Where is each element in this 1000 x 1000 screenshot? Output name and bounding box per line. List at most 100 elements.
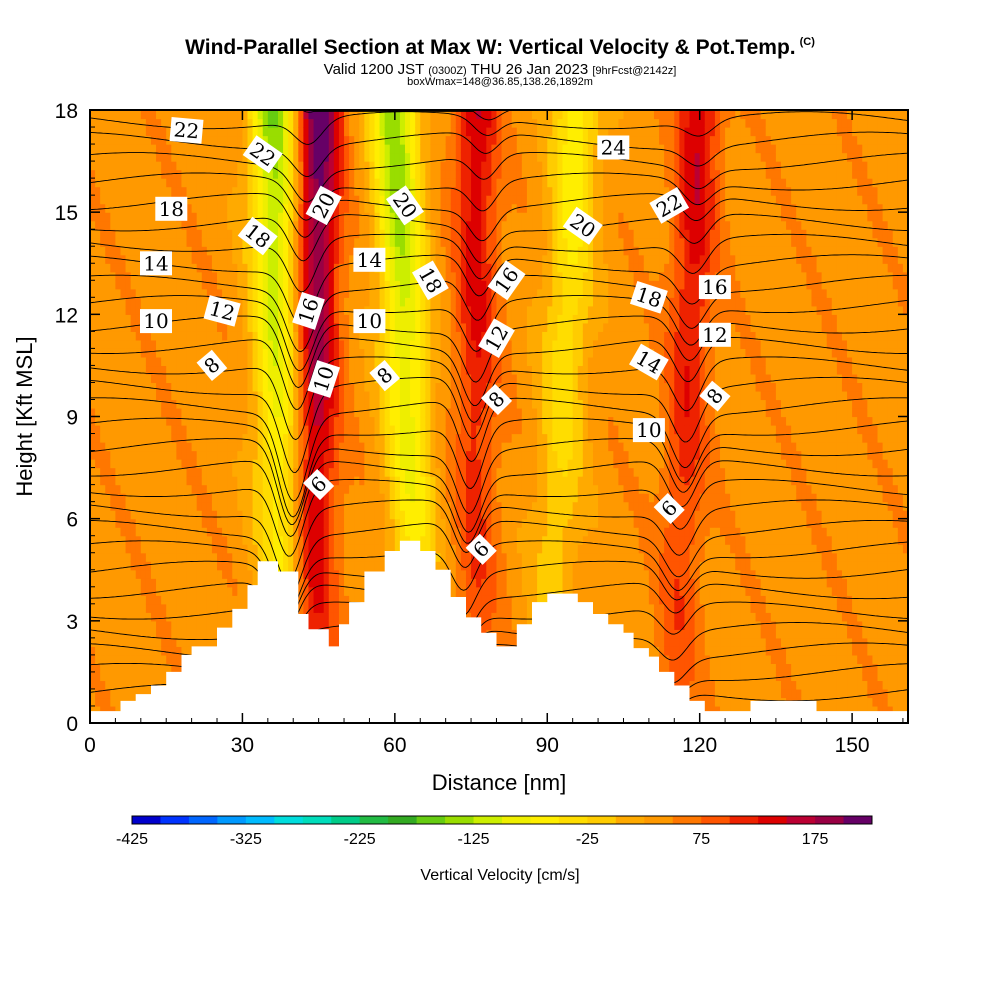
- velocity-cell: [354, 237, 360, 247]
- velocity-cell: [171, 595, 177, 605]
- velocity-cell: [90, 697, 96, 707]
- velocity-cell: [267, 416, 274, 426]
- velocity-cell: [333, 110, 340, 120]
- velocity-cell: [105, 280, 111, 290]
- velocity-cell: [252, 569, 259, 579]
- velocity-cell: [313, 246, 320, 256]
- velocity-cell: [247, 280, 254, 290]
- velocity-cell: [328, 527, 335, 537]
- velocity-cell: [201, 280, 208, 290]
- velocity-cell: [201, 297, 208, 307]
- velocity-cell: [105, 237, 111, 247]
- velocity-cell: [130, 688, 137, 699]
- velocity-cell: [211, 152, 218, 162]
- velocity-cell: [150, 535, 157, 545]
- velocity-cell: [354, 501, 360, 511]
- velocity-cell: [130, 654, 137, 664]
- velocity-cell: [430, 237, 437, 247]
- velocity-cell: [303, 263, 310, 273]
- velocity-cell: [176, 467, 183, 477]
- velocity-cell: [399, 246, 406, 256]
- velocity-cell: [135, 578, 142, 588]
- velocity-cell: [145, 339, 152, 349]
- velocity-cell: [333, 578, 340, 588]
- velocity-cell: [145, 484, 152, 494]
- velocity-cell: [176, 510, 183, 520]
- velocity-cell: [176, 152, 183, 162]
- velocity-cell: [156, 654, 162, 664]
- velocity-cell: [130, 271, 137, 281]
- velocity-cell: [338, 586, 345, 596]
- velocity-cell: [191, 629, 198, 639]
- velocity-cell: [333, 612, 340, 622]
- velocity-cell: [379, 195, 386, 205]
- velocity-cell: [394, 390, 401, 401]
- velocity-cell: [110, 442, 116, 452]
- velocity-cell: [425, 212, 432, 222]
- velocity-cell: [156, 365, 162, 375]
- velocity-cell: [186, 322, 193, 332]
- velocity-cell: [369, 425, 376, 435]
- velocity-cell: [186, 612, 193, 622]
- velocity-cell: [283, 288, 289, 298]
- velocity-cell: [211, 169, 218, 179]
- velocity-cell: [110, 399, 116, 409]
- velocity-cell: [191, 203, 198, 213]
- velocity-cell: [369, 212, 376, 222]
- velocity-cell: [176, 586, 183, 596]
- velocity-cell: [227, 416, 233, 426]
- velocity-cell: [349, 271, 355, 281]
- velocity-cell: [272, 322, 279, 332]
- velocity-cell: [425, 178, 432, 188]
- velocity-cell: [135, 586, 142, 596]
- velocity-cell: [171, 365, 177, 375]
- velocity-cell: [247, 271, 254, 281]
- velocity-cell: [389, 280, 396, 290]
- velocity-cell: [95, 382, 101, 392]
- velocity-cell: [120, 305, 127, 315]
- velocity-cell: [171, 612, 177, 622]
- velocity-cell: [201, 144, 208, 154]
- velocity-cell: [247, 356, 254, 367]
- velocity-cell: [247, 501, 254, 511]
- velocity-cell: [257, 203, 264, 213]
- velocity-cell: [150, 365, 157, 375]
- velocity-cell: [435, 339, 442, 349]
- velocity-cell: [186, 620, 193, 630]
- velocity-cell: [359, 118, 365, 128]
- velocity-cell: [125, 578, 132, 588]
- velocity-cell: [374, 348, 381, 358]
- velocity-cell: [161, 297, 167, 307]
- velocity-cell: [277, 314, 284, 324]
- velocity-cell: [201, 442, 208, 452]
- velocity-cell: [288, 501, 294, 511]
- velocity-cell: [135, 407, 142, 418]
- velocity-cell: [369, 186, 376, 196]
- velocity-cell: [105, 348, 111, 358]
- velocity-cell: [191, 373, 198, 384]
- velocity-cell: [242, 271, 249, 281]
- velocity-cell: [338, 399, 345, 409]
- velocity-cell: [435, 356, 442, 367]
- velocity-cell: [130, 212, 137, 222]
- velocity-cell: [145, 544, 152, 554]
- velocity-cell: [201, 382, 208, 392]
- velocity-cell: [288, 178, 294, 188]
- velocity-cell: [105, 442, 111, 452]
- velocity-cell: [217, 127, 223, 137]
- velocity-cell: [262, 280, 269, 290]
- velocity-cell: [288, 169, 294, 179]
- velocity-cell: [125, 288, 132, 298]
- velocity-cell: [267, 442, 274, 452]
- velocity-cell: [298, 229, 304, 239]
- velocity-cell: [359, 127, 365, 137]
- velocity-cell: [425, 297, 432, 307]
- velocity-cell: [349, 254, 355, 264]
- velocity-cell: [232, 603, 238, 613]
- velocity-cell: [283, 203, 289, 213]
- velocity-cell: [359, 382, 365, 392]
- velocity-cell: [379, 144, 386, 154]
- velocity-cell: [181, 297, 188, 307]
- velocity-cell: [364, 127, 371, 137]
- velocity-cell: [410, 501, 416, 511]
